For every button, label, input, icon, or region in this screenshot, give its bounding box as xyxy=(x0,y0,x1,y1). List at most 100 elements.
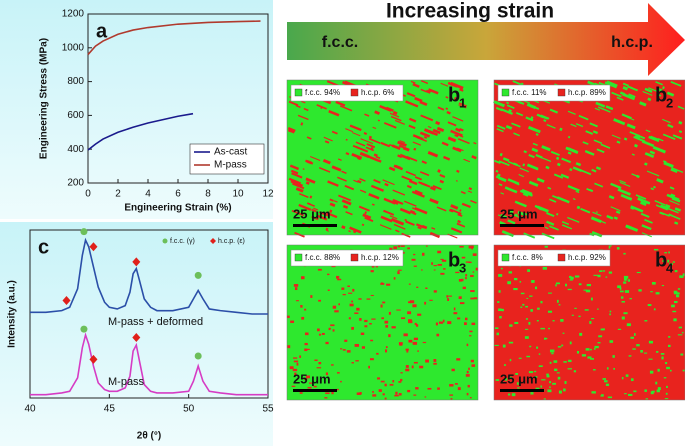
map-speckle xyxy=(531,147,539,153)
map-speckle xyxy=(650,135,660,141)
map-speckle xyxy=(425,245,428,247)
map-speckle xyxy=(368,192,380,200)
map-speckle xyxy=(605,383,610,386)
map-speckle xyxy=(551,352,554,355)
map-speckle xyxy=(359,318,362,321)
map-speckle xyxy=(301,276,305,280)
map-speckle xyxy=(552,194,559,200)
map-speckle xyxy=(304,378,308,381)
map-speckle xyxy=(295,187,304,193)
x-tick-label: 8 xyxy=(205,189,211,200)
map-speckle xyxy=(366,298,371,300)
map-speckle xyxy=(471,247,473,250)
map-speckle xyxy=(470,359,474,363)
map-speckle xyxy=(553,173,564,179)
map-speckle xyxy=(305,375,310,379)
map-speckle xyxy=(415,387,419,390)
series-line xyxy=(30,237,268,315)
map-speckle xyxy=(644,162,648,166)
map-speckle xyxy=(617,285,622,289)
map-speckle xyxy=(287,127,296,133)
map-speckle xyxy=(331,165,342,172)
map-speckle xyxy=(385,106,394,112)
map-speckle xyxy=(354,344,359,347)
map-legend-label: h.c.p. 89% xyxy=(568,88,606,97)
x-tick-label: 40 xyxy=(24,404,36,415)
map-speckle xyxy=(544,337,546,340)
map-speckle xyxy=(302,168,305,170)
map-speckle xyxy=(561,220,570,226)
map-speckle xyxy=(592,211,602,217)
map-speckle xyxy=(297,114,309,121)
map-speckle xyxy=(412,141,421,146)
map-speckle xyxy=(527,269,531,272)
map-speckle xyxy=(462,286,466,290)
map-speckle xyxy=(323,136,333,142)
map-speckle xyxy=(682,369,685,372)
map-speckle xyxy=(471,322,476,326)
map-speckle xyxy=(644,152,655,158)
map-legend-swatch xyxy=(294,253,303,262)
map-speckle xyxy=(530,309,533,312)
legend-label: As-cast xyxy=(214,147,248,158)
map-speckle xyxy=(550,150,560,157)
map-speckle xyxy=(678,130,683,134)
map-speckle xyxy=(428,88,439,95)
map-speckle xyxy=(507,376,513,378)
map-speckle xyxy=(405,100,419,108)
map-speckle xyxy=(534,370,537,373)
map-speckle xyxy=(674,221,679,225)
map-speckle xyxy=(528,371,534,374)
arrow-title: Increasing strain xyxy=(386,0,554,23)
map-speckle xyxy=(405,220,415,226)
map-speckle xyxy=(552,382,556,385)
map-speckle xyxy=(417,226,422,230)
map-speckle xyxy=(357,179,362,184)
map-speckle xyxy=(662,133,676,140)
map-speckle xyxy=(648,87,657,92)
map-speckle xyxy=(429,198,439,205)
map-speckle xyxy=(628,355,632,357)
map-speckle xyxy=(427,150,439,158)
map-speckle xyxy=(623,281,627,284)
map-speckle xyxy=(549,198,557,203)
map-speckle xyxy=(508,209,514,214)
map-speckle xyxy=(399,207,412,215)
map-speckle xyxy=(544,245,548,248)
map-speckle xyxy=(649,370,654,374)
y-axis-label: Engineering Stress (MPa) xyxy=(39,38,50,159)
map-speckle xyxy=(372,391,374,393)
x-tick-label: 45 xyxy=(104,404,116,415)
map-speckle xyxy=(518,357,522,359)
map-speckle xyxy=(665,203,671,209)
phase-marker xyxy=(194,271,202,279)
map-speckle xyxy=(649,150,656,155)
map-speckle xyxy=(624,290,630,293)
map-speckle xyxy=(497,173,501,177)
map-speckle xyxy=(653,308,656,311)
map-speckle xyxy=(627,279,631,282)
map-speckle xyxy=(383,197,396,205)
map-speckle xyxy=(402,146,410,152)
y-tick-label: 400 xyxy=(67,144,84,155)
map-speckle xyxy=(420,114,434,122)
series-line xyxy=(87,20,261,56)
map-speckle xyxy=(600,328,605,331)
legend-box xyxy=(189,143,265,175)
map-speckle xyxy=(331,364,334,366)
map-speckle xyxy=(541,145,551,152)
map-speckle xyxy=(425,287,428,289)
map-speckle xyxy=(450,227,463,234)
map-speckle xyxy=(677,292,680,295)
map-speckle xyxy=(372,126,377,130)
map-speckle xyxy=(677,288,681,290)
map-speckle xyxy=(607,396,613,399)
map-speckle xyxy=(439,179,445,184)
map-speckle xyxy=(452,146,462,153)
map-speckle xyxy=(289,164,300,171)
map-speckle xyxy=(500,108,514,115)
map-speckle xyxy=(318,211,329,217)
map-speckle xyxy=(459,209,462,212)
map-speckle xyxy=(393,277,396,280)
map-speckle xyxy=(468,245,473,249)
